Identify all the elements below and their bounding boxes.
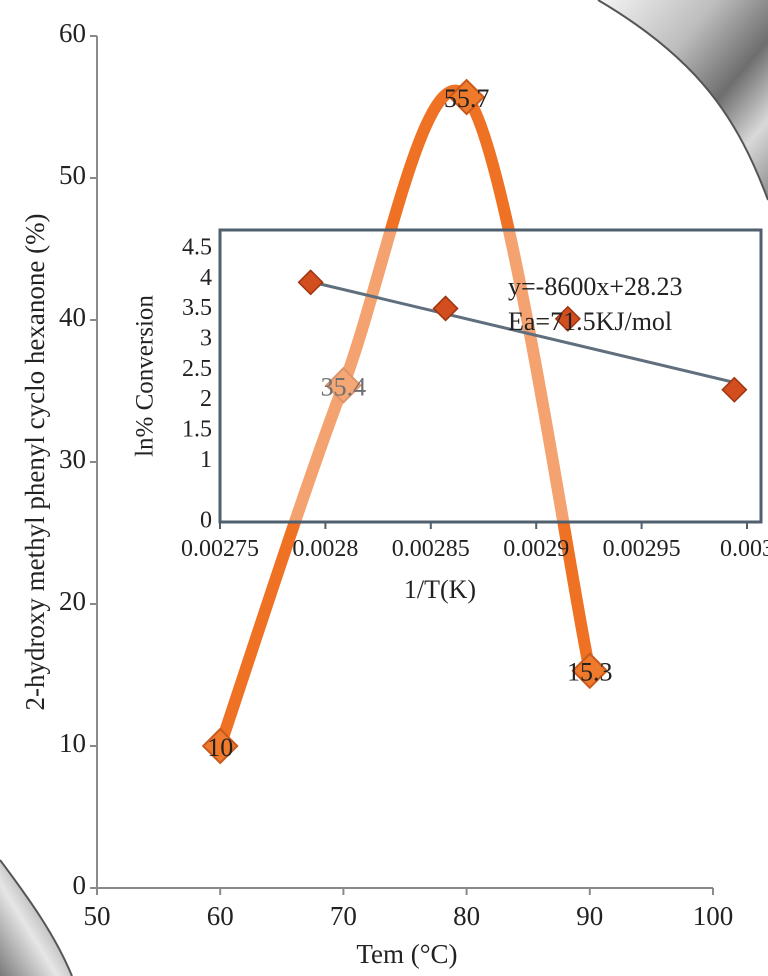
main-x-tick-label: 50 xyxy=(84,901,111,931)
main-y-tick-label: 10 xyxy=(59,728,86,758)
inset-y-tick-label: 2.5 xyxy=(182,356,212,382)
inset-y-tick-label: 4.5 xyxy=(182,235,212,261)
main-data-point xyxy=(448,78,486,116)
main-y-tick-label: 60 xyxy=(59,18,86,48)
inset-data-point xyxy=(721,376,748,403)
inset-annotation-equation: y=-8600x+28.23 xyxy=(508,272,682,301)
inset-y-axis-title: ln% Conversion xyxy=(132,295,159,457)
inset-data-point xyxy=(432,295,459,322)
main-y-tick-label: 0 xyxy=(73,870,87,900)
main-data-label: 55.7 xyxy=(444,84,490,113)
main-x-tick-label: 60 xyxy=(207,901,234,931)
main-x-axis-title: Tem (°C) xyxy=(356,939,457,969)
inset-x-tick-label: 0.00275 xyxy=(181,536,259,562)
inset-x-tick-label: 0.003 xyxy=(720,536,768,562)
main-x-tick-label: 70 xyxy=(330,901,357,931)
inset-x-tick-label: 0.00295 xyxy=(603,536,681,562)
main-x-tick-label: 90 xyxy=(576,901,603,931)
inset-data-point xyxy=(554,305,581,332)
main-data-label: 35.4 xyxy=(321,372,367,401)
inset-y-tick-label: 4 xyxy=(200,265,212,291)
main-data-label: 10 xyxy=(207,733,233,762)
inset-y-tick-label: 1 xyxy=(200,447,212,473)
inset-annotation-activation-energy: Ea=71.5KJ/mol xyxy=(508,307,672,336)
inset-y-tick-label: 2 xyxy=(200,386,212,412)
main-data-label: 15.3 xyxy=(567,658,613,687)
main-data-point xyxy=(201,727,239,765)
main-x-tick-label: 80 xyxy=(453,901,480,931)
main-y-tick-label: 50 xyxy=(59,160,86,190)
main-y-tick-label: 20 xyxy=(59,586,86,616)
main-series-line xyxy=(214,84,596,752)
main-y-tick-label: 40 xyxy=(59,302,86,332)
inset-y-tick-label: 1.5 xyxy=(182,417,212,443)
inset-data-point xyxy=(297,269,324,296)
inset-x-tick-label: 0.0028 xyxy=(292,536,358,562)
inset-y-tick-label: 3 xyxy=(200,326,212,352)
main-y-axis-title: 2-hydroxy methyl phenyl cyclo hexanone (… xyxy=(20,213,50,710)
main-x-tick-label: 100 xyxy=(693,901,734,931)
inset-chart: 0 1 1.5 2 2.5 3 3.5 4 4.5 0.00275 0.0028 0.00285 0.… xyxy=(132,228,768,604)
inset-y-tick-label: 3.5 xyxy=(182,295,212,321)
inset-x-tick-label: 0.00285 xyxy=(392,536,470,562)
inset-trendline xyxy=(310,280,735,384)
inset-x-tick-label: 0.0029 xyxy=(503,536,569,562)
inset-x-axis-title: 1/T(K) xyxy=(404,575,476,604)
main-data-point xyxy=(324,366,362,404)
page-curl-top-right xyxy=(597,0,768,201)
page-curl-bottom-left xyxy=(0,859,73,976)
inset-y-tick-label: 0 xyxy=(200,508,212,534)
main-y-tick-label: 30 xyxy=(59,444,86,474)
main-data-point xyxy=(571,652,609,690)
